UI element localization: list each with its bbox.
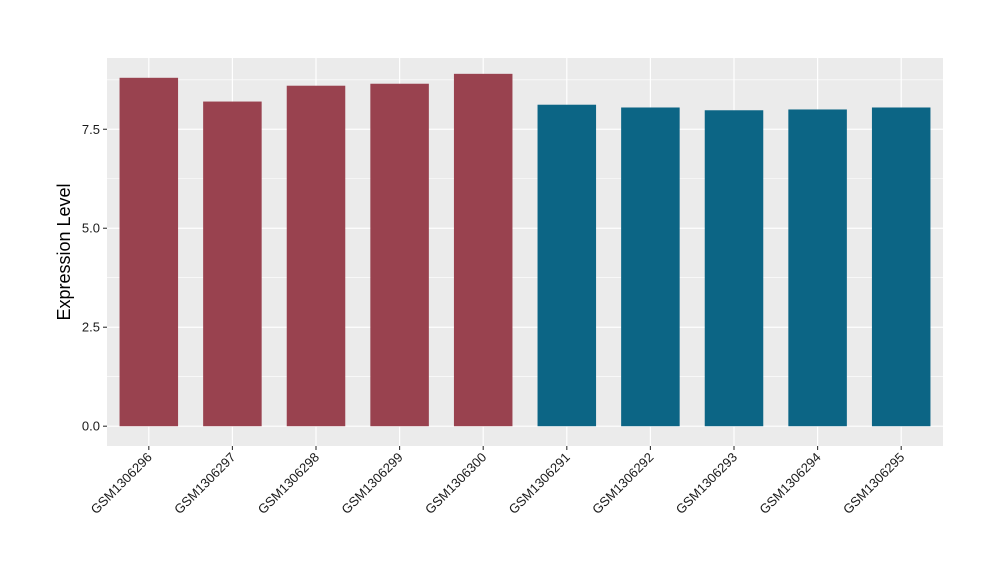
bar-GSM1306295 [871, 107, 931, 427]
x-tick-label: GSM1306293 [673, 450, 740, 517]
x-tick-label: GSM1306295 [840, 450, 907, 517]
bars [119, 73, 931, 427]
x-tick-label: GSM1306297 [171, 450, 238, 517]
bar-GSM1306299 [370, 83, 429, 427]
bar-GSM1306291 [537, 104, 597, 427]
x-tick-label: GSM1306291 [506, 450, 573, 517]
y-tick-label: 7.5 [82, 122, 100, 137]
bar-GSM1306297 [203, 101, 262, 427]
bar-GSM1306300 [453, 73, 513, 427]
bar-GSM1306296 [119, 77, 179, 427]
y-tick-label: 5.0 [82, 221, 100, 236]
x-tick-label: GSM1306296 [88, 450, 155, 517]
x-tick-label: GSM1306299 [338, 450, 405, 517]
x-axis: GSM1306296 GSM1306297 GSM1306298 GSM1306299… [88, 446, 907, 517]
bar-GSM1306293 [704, 110, 764, 427]
y-axis-title: Expression Level [54, 183, 74, 320]
x-tick-label: GSM1306298 [255, 450, 322, 517]
y-tick-label: 0.0 [82, 419, 100, 434]
x-tick-label: GSM1306300 [422, 450, 489, 517]
y-axis: 0.0 2.5 5.0 7.5 [82, 122, 107, 434]
x-tick-label: GSM1306294 [756, 450, 823, 517]
x-tick-label: GSM1306292 [589, 450, 656, 517]
y-tick-label: 2.5 [82, 320, 100, 335]
bar-GSM1306298 [286, 85, 346, 427]
bar-GSM1306292 [621, 107, 680, 427]
bar-GSM1306294 [788, 109, 847, 427]
